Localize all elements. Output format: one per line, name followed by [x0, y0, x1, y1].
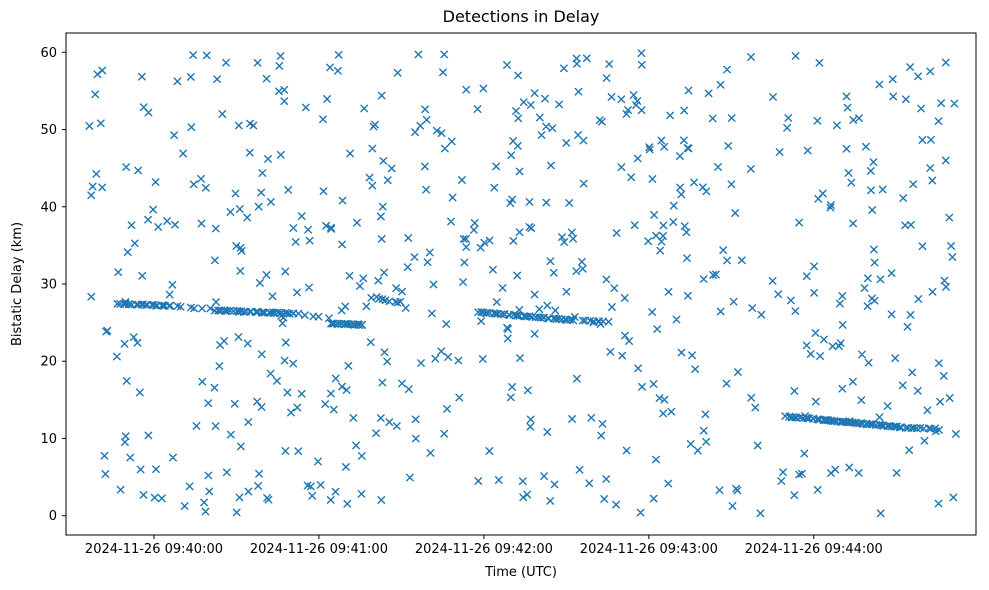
detection-markers — [85, 49, 960, 518]
x-tick-label: 2024-11-26 09:43:00 — [580, 542, 718, 557]
y-tick-label: 10 — [40, 432, 57, 447]
plot-border — [65, 32, 977, 536]
chart-title: Detections in Delay — [443, 7, 600, 26]
y-axis-ticks: 0 10 20 30 40 50 60 — [40, 46, 66, 524]
y-axis-label: Bistatic Delay (km) — [10, 222, 25, 346]
y-tick-label: 60 — [40, 46, 57, 61]
x-tick-label: 2024-11-26 09:44:00 — [745, 542, 883, 557]
y-tick-label: 30 — [40, 278, 57, 293]
x-axis-label: Time (UTC) — [484, 565, 557, 580]
scatter-points — [85, 49, 960, 518]
y-tick-label: 40 — [40, 200, 57, 215]
y-tick-label: 20 — [40, 355, 57, 370]
x-axis-ticks: 2024-11-26 09:40:00 2024-11-26 09:41:00 20… — [85, 535, 883, 557]
x-tick-label: 2024-11-26 09:40:00 — [85, 542, 223, 557]
x-tick-label: 2024-11-26 09:42:00 — [415, 542, 553, 557]
y-tick-label: 0 — [49, 509, 57, 524]
x-tick-label: 2024-11-26 09:41:00 — [250, 542, 388, 557]
y-tick-label: 50 — [40, 123, 57, 138]
